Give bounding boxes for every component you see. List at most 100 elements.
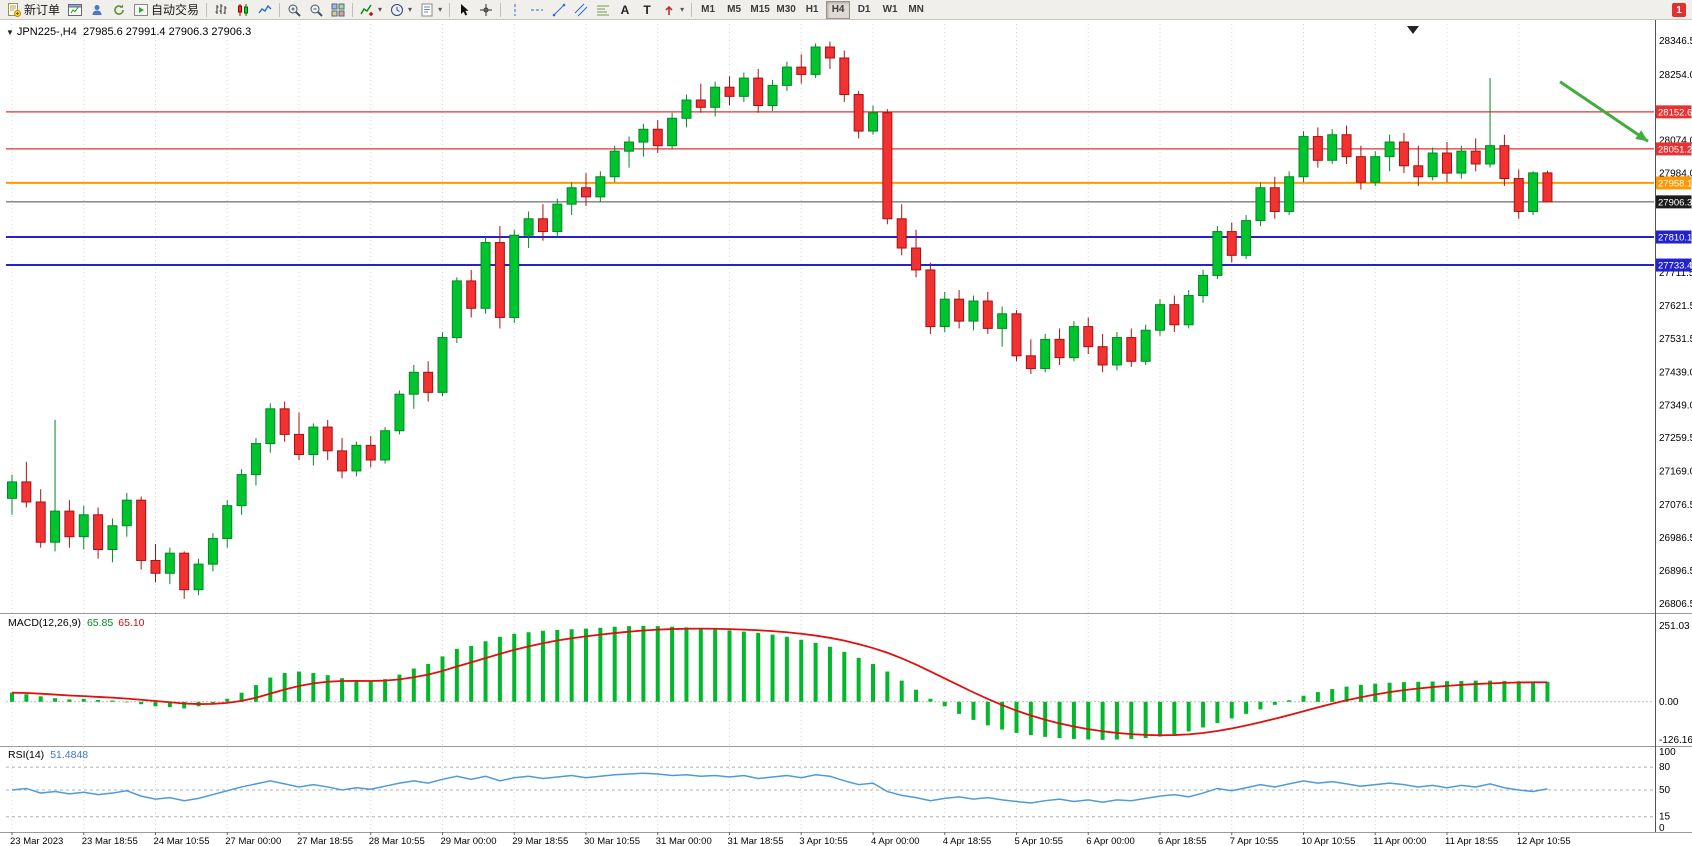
rsi-pane[interactable] bbox=[0, 748, 1655, 832]
time-axis-label: 5 Apr 10:55 bbox=[1015, 836, 1064, 846]
macd-value-signal: 65.10 bbox=[118, 617, 145, 629]
chart-window-icon bbox=[68, 3, 83, 17]
time-axis-label: 11 Apr 18:55 bbox=[1445, 836, 1498, 846]
crosshair-icon bbox=[479, 3, 493, 17]
tf-h1-button[interactable]: H1 bbox=[800, 1, 824, 19]
candlestick bbox=[1097, 333, 1108, 373]
candlestick bbox=[624, 136, 635, 168]
vertical-line-button[interactable] bbox=[504, 0, 526, 20]
chart-expand-icon[interactable]: ▼ bbox=[6, 28, 14, 37]
text-label-button[interactable]: T bbox=[636, 0, 658, 20]
zoom-in-button[interactable] bbox=[283, 0, 305, 20]
candlestick-chart-button[interactable] bbox=[232, 0, 254, 20]
tf-h4-button[interactable]: H4 bbox=[826, 0, 851, 19]
chevron-down-icon: ▾ bbox=[680, 5, 685, 14]
tf-mn-button[interactable]: MN bbox=[904, 1, 928, 19]
price-axis-label: 27349.0 bbox=[1659, 401, 1692, 412]
tf-m5-button[interactable]: M5 bbox=[722, 1, 746, 19]
macd-pane[interactable] bbox=[0, 615, 1655, 745]
macd-value-main: 65.85 bbox=[86, 617, 114, 629]
tf-w1-button[interactable]: W1 bbox=[878, 1, 902, 19]
rsi-axis-label: 0 bbox=[1659, 823, 1665, 834]
tf-m30-button[interactable]: M30 bbox=[774, 1, 798, 19]
svg-text:28152.6: 28152.6 bbox=[1658, 107, 1692, 118]
tf-m15-button[interactable]: M15 bbox=[748, 1, 772, 19]
candlestick bbox=[781, 61, 792, 91]
candlestick bbox=[494, 226, 505, 329]
candlestick bbox=[150, 544, 161, 583]
tf-d1-button[interactable]: D1 bbox=[852, 1, 876, 19]
time-axis-label: 10 Apr 10:55 bbox=[1302, 836, 1356, 846]
crosshair-button[interactable] bbox=[475, 0, 497, 20]
candlestick bbox=[121, 492, 132, 537]
candlestick bbox=[179, 551, 190, 599]
macd-name: MACD(12,26,9) bbox=[8, 617, 81, 629]
candlestick bbox=[523, 211, 534, 249]
price-axis-label: 28254.0 bbox=[1659, 70, 1692, 81]
new-order-label: 新订单 bbox=[24, 3, 61, 17]
refresh-button[interactable] bbox=[108, 0, 130, 20]
candlestick bbox=[1327, 129, 1338, 164]
tf-m30-label: M30 bbox=[776, 4, 796, 15]
candlestick bbox=[1183, 290, 1194, 329]
equidistant-channel-button[interactable] bbox=[570, 0, 592, 20]
bar-chart-button[interactable] bbox=[210, 0, 232, 20]
candlestick bbox=[710, 81, 721, 117]
tf-w1-label: W1 bbox=[882, 4, 898, 15]
candlestick bbox=[21, 461, 32, 508]
candlestick bbox=[868, 105, 878, 135]
rsi-axis-label: 15 bbox=[1659, 812, 1671, 823]
time-axis-label: 23 Mar 18:55 bbox=[82, 836, 138, 846]
candlestick bbox=[193, 558, 204, 596]
candlestick bbox=[810, 43, 821, 79]
candlestick bbox=[351, 441, 362, 477]
indicators-icon bbox=[360, 3, 374, 17]
fibonacci-retracement-button[interactable] bbox=[592, 0, 614, 20]
chevron-down-icon: ▾ bbox=[408, 5, 413, 14]
candlestick bbox=[64, 500, 75, 548]
notification-badge[interactable]: 1 bbox=[1672, 3, 1686, 17]
candlestick bbox=[1542, 170, 1553, 203]
macd-axis-label: 251.03 bbox=[1659, 621, 1690, 632]
chevron-down-icon: ▾ bbox=[378, 5, 383, 14]
trendline-button[interactable] bbox=[548, 0, 570, 20]
candlestick bbox=[997, 306, 1008, 347]
candlestick bbox=[853, 90, 864, 139]
cursor-button[interactable] bbox=[453, 0, 475, 20]
indicators-button[interactable]: ▾ bbox=[356, 0, 386, 20]
rsi-line bbox=[11, 772, 1548, 804]
zoom-out-button[interactable] bbox=[305, 0, 327, 20]
trend-arrow[interactable] bbox=[1559, 80, 1649, 143]
candlestick bbox=[265, 403, 276, 453]
price-axis-label: 27439.0 bbox=[1659, 368, 1692, 379]
profiles-icon bbox=[90, 3, 104, 17]
candlestick bbox=[925, 262, 936, 334]
candlestick bbox=[1398, 132, 1409, 174]
line-chart-button[interactable] bbox=[254, 0, 276, 20]
svg-text:27733.4: 27733.4 bbox=[1658, 261, 1692, 272]
main-chart-pane[interactable] bbox=[0, 20, 1655, 614]
candlestick bbox=[982, 291, 993, 334]
chart-title[interactable]: ▼ JPN225-,H4 27985.6 27991.4 27906.3 2790… bbox=[6, 26, 251, 38]
time-axis-label: 23 Mar 2023 bbox=[10, 836, 63, 846]
arrows-button[interactable]: ▾ bbox=[658, 0, 688, 20]
candlestick bbox=[423, 361, 434, 402]
periods-button[interactable]: ▾ bbox=[386, 0, 416, 20]
candlestick bbox=[1269, 176, 1280, 219]
charts-button[interactable] bbox=[64, 0, 86, 20]
time-axis[interactable] bbox=[0, 832, 1692, 846]
auto-trading-button[interactable]: 自动交易 bbox=[130, 0, 203, 20]
tf-m1-button[interactable]: M1 bbox=[696, 1, 720, 19]
text-button[interactable]: A bbox=[614, 0, 636, 20]
candlestick bbox=[1370, 151, 1381, 186]
chart-shift-marker[interactable] bbox=[1407, 26, 1419, 34]
horizontal-line-button[interactable] bbox=[526, 0, 548, 20]
tile-windows-button[interactable] bbox=[327, 0, 349, 20]
tf-h1-label: H1 bbox=[805, 4, 819, 15]
profiles-button[interactable] bbox=[86, 0, 108, 20]
templates-button[interactable]: ▾ bbox=[416, 0, 446, 20]
new-order-button[interactable]: 新订单 bbox=[3, 0, 64, 20]
candlestick bbox=[136, 496, 147, 570]
price-badge: 27958.1 bbox=[1655, 176, 1692, 190]
zoom-in-icon bbox=[287, 3, 301, 17]
